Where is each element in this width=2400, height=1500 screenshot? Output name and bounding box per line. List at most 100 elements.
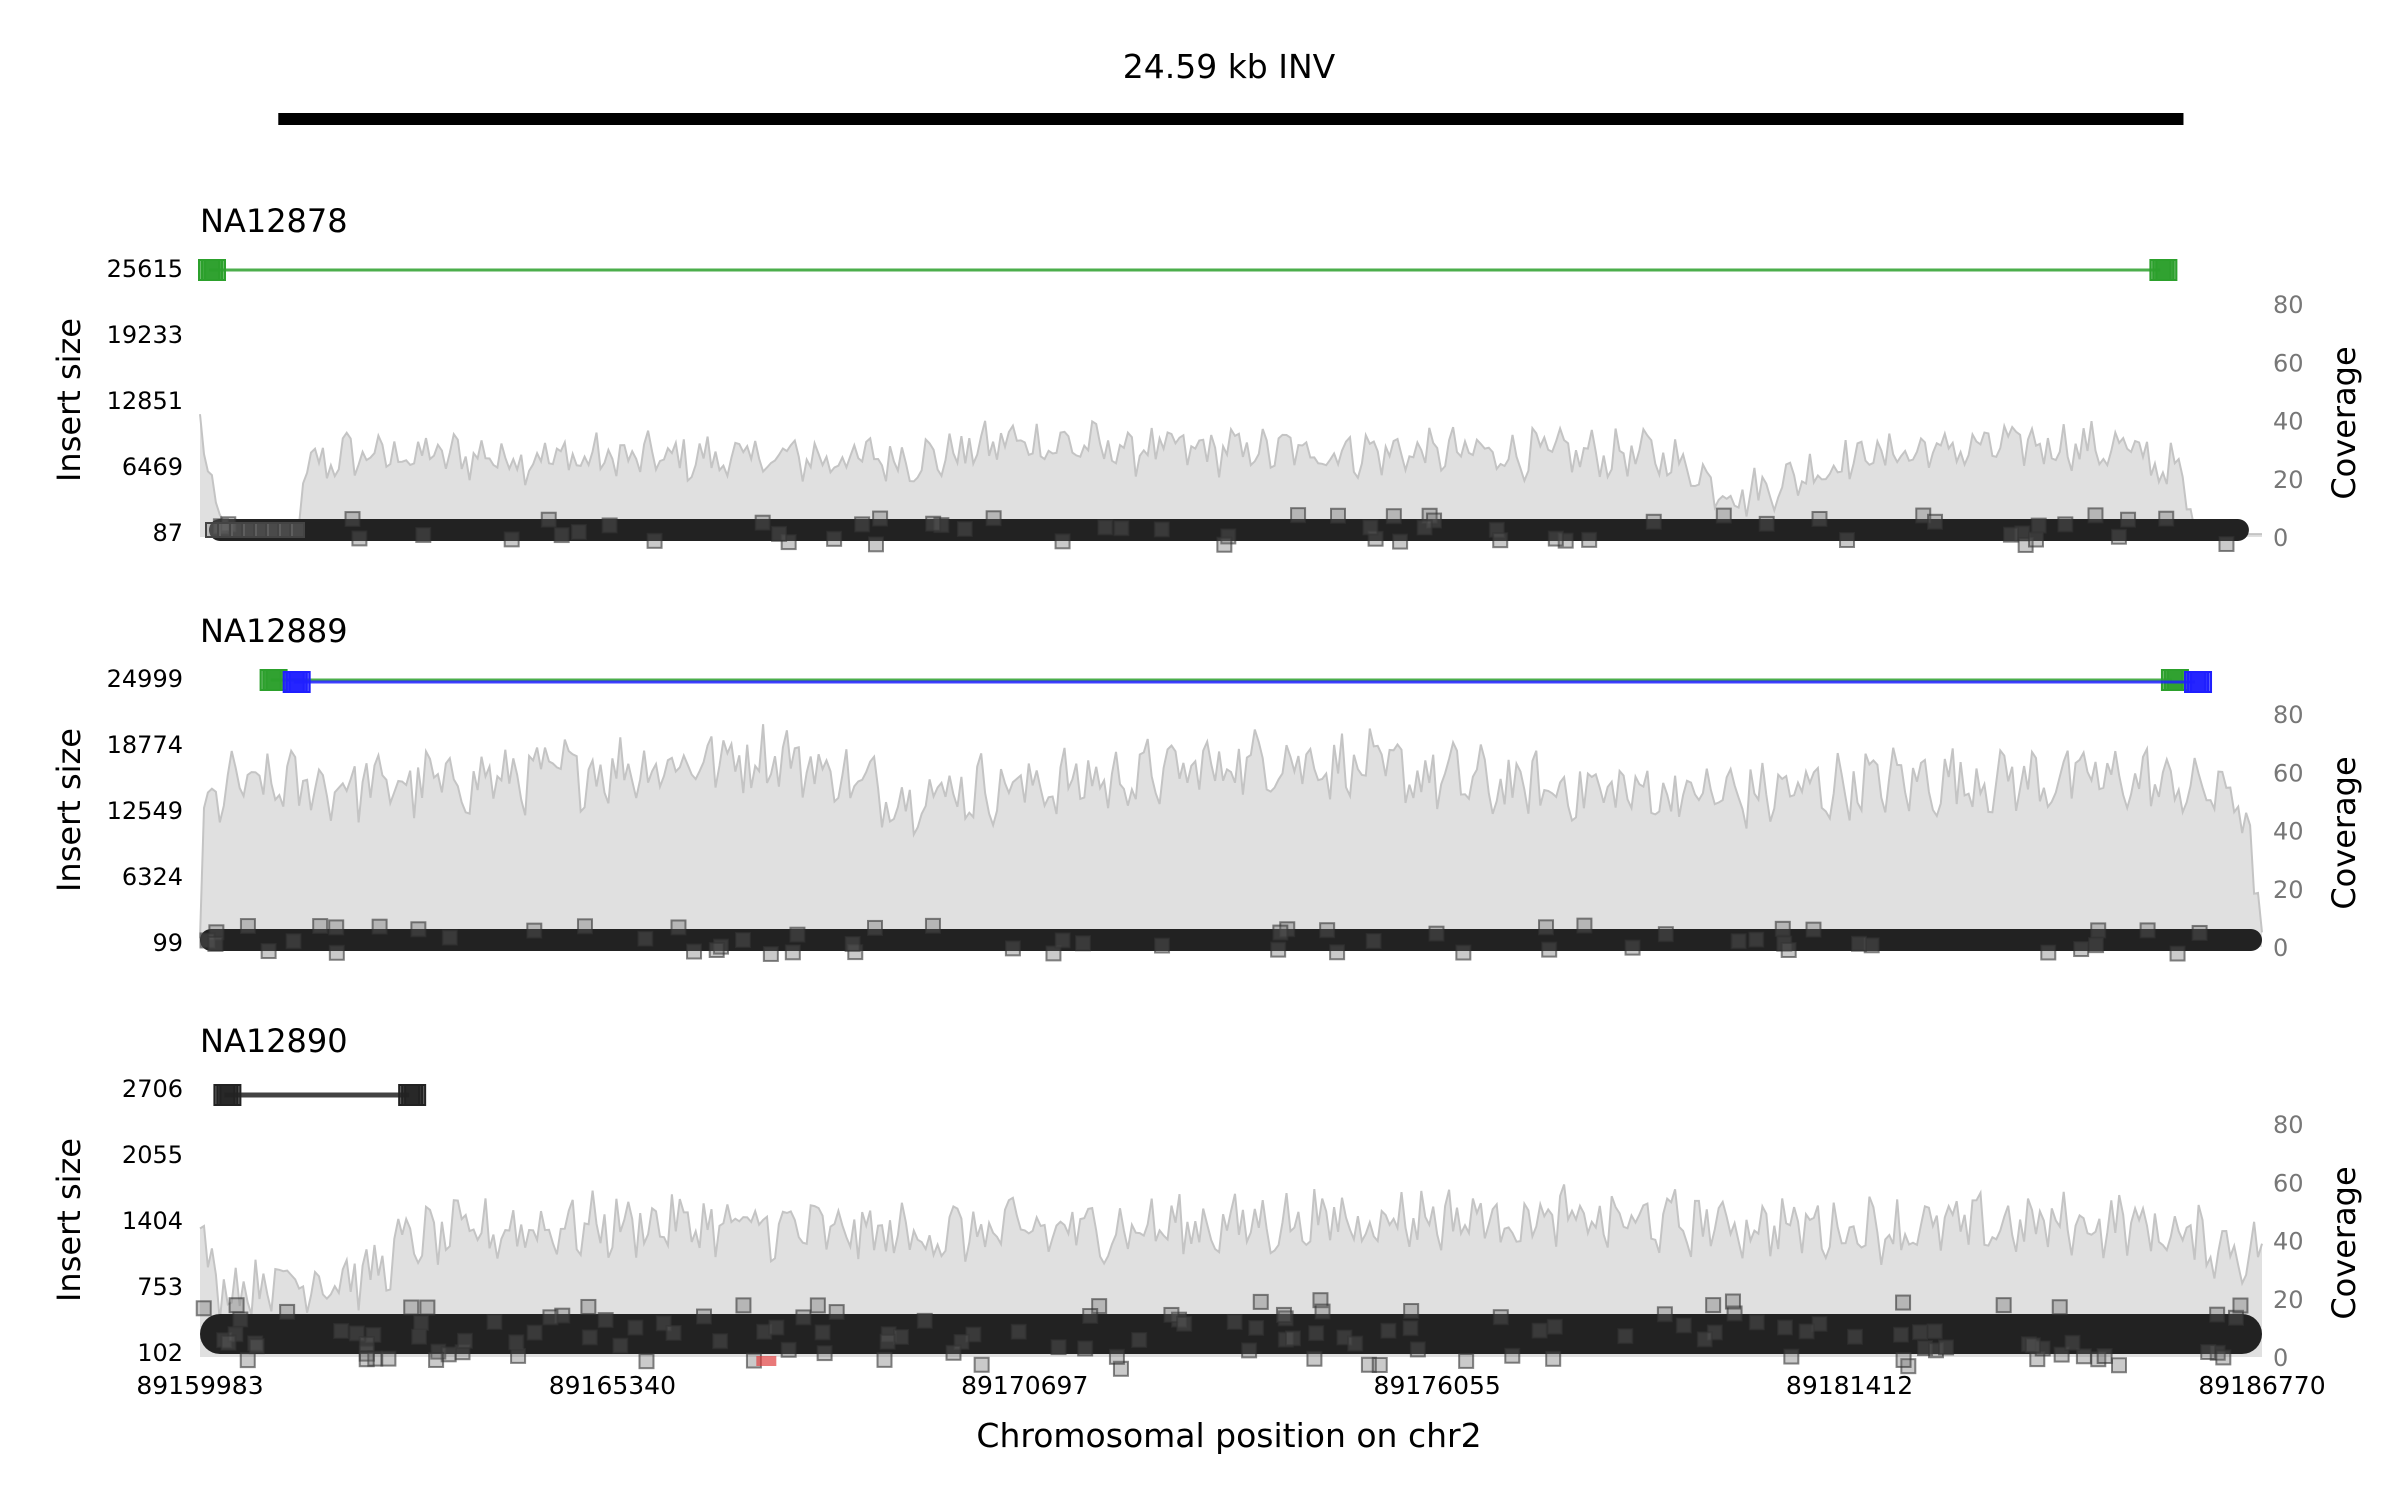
- read-pair-marker: [1154, 937, 1171, 954]
- read-pair-marker: [415, 526, 432, 543]
- read-pair-marker: [410, 921, 427, 938]
- y-tick-label: 102: [137, 1339, 183, 1367]
- read-pair-marker: [351, 530, 368, 547]
- read-pair-marker: [265, 522, 281, 538]
- read-pair-marker: [734, 931, 751, 948]
- sample-name: NA12890: [200, 1022, 348, 1060]
- read-pair-marker: [1458, 1352, 1475, 1369]
- read-pair-marker: [2027, 531, 2044, 548]
- read-pair-marker: [1455, 944, 1472, 961]
- read-pair-marker: [1380, 1322, 1397, 1339]
- read-pair-marker: [1319, 922, 1336, 939]
- read-pair-marker: [239, 1352, 256, 1369]
- read-pair-marker: [554, 1307, 571, 1324]
- read-pair-marker: [2209, 1306, 2226, 1323]
- read-pair-marker: [1492, 1309, 1509, 1326]
- read-pair-marker: [1054, 533, 1071, 550]
- sample-name: NA12878: [200, 202, 348, 240]
- read-pair-marker: [1097, 519, 1114, 536]
- read-pair-marker: [1272, 924, 1289, 941]
- coverage-area: [200, 414, 2262, 537]
- read-pair-marker: [1938, 1339, 1955, 1356]
- y-axis-label: Insert size: [50, 1138, 88, 1302]
- read-pair-marker: [1113, 520, 1130, 537]
- read-pair-marker: [670, 919, 687, 936]
- read-pair-marker: [876, 1351, 893, 1368]
- x-tick-label: 89186770: [2198, 1371, 2325, 1400]
- y2-tick-label: 0: [2273, 1344, 2288, 1372]
- read-pair-marker: [1531, 1322, 1548, 1339]
- read-pair-marker: [1241, 1342, 1258, 1359]
- read-pair-marker: [1306, 1350, 1323, 1367]
- read-pair-marker: [854, 516, 871, 533]
- read-pair-marker: [780, 1341, 797, 1358]
- read-pair-marker: [1705, 1297, 1722, 1314]
- read-pair-marker: [1730, 933, 1747, 950]
- read-pair-marker: [526, 1324, 543, 1341]
- read-pair-marker: [419, 1299, 436, 1316]
- y2-tick-label: 60: [2273, 349, 2304, 377]
- coverage-line: [199, 414, 2262, 536]
- pair-end-marker: [404, 1084, 427, 1106]
- read-pair-marker: [844, 935, 861, 952]
- read-pair-marker: [2191, 924, 2208, 941]
- y2-axis-label: Coverage: [2325, 1166, 2363, 1319]
- read-pair-marker: [510, 1347, 527, 1364]
- read-pair-marker: [2030, 517, 2047, 534]
- read-pair-marker: [328, 944, 345, 961]
- read-pair-marker: [708, 941, 725, 958]
- read-pair-marker: [486, 1313, 503, 1330]
- read-pair-marker: [1798, 1323, 1815, 1340]
- read-pair-marker: [526, 922, 543, 939]
- read-pair-marker: [1270, 941, 1287, 958]
- read-pair-marker: [924, 917, 941, 934]
- read-pair-marker: [581, 1329, 598, 1346]
- read-pair-marker: [1783, 1348, 1800, 1365]
- read-pair-marker: [428, 1351, 445, 1368]
- read-pair-marker: [768, 1319, 785, 1336]
- read-pair-marker: [253, 522, 269, 538]
- read-pair-marker: [1675, 1317, 1692, 1334]
- read-pair-marker: [638, 1353, 655, 1370]
- read-pair-marker: [1863, 937, 1880, 954]
- read-pair-marker: [771, 525, 788, 542]
- read-pair-marker: [413, 1314, 430, 1331]
- read-pair-marker: [508, 1334, 525, 1351]
- read-pair-marker: [1409, 1341, 1426, 1358]
- coverage-line: [199, 724, 2263, 939]
- read-pair-marker: [754, 514, 771, 531]
- read-pair-marker: [1112, 1360, 1129, 1377]
- y2-tick-label: 80: [2273, 1111, 2304, 1139]
- read-pair-marker: [637, 930, 654, 947]
- read-pair-marker: [2024, 1337, 2041, 1354]
- read-pair-marker: [1748, 931, 1765, 948]
- read-pair-marker: [985, 510, 1002, 527]
- read-pair-marker: [441, 929, 458, 946]
- read-pair-marker: [358, 1336, 375, 1353]
- read-pair-marker: [756, 1323, 773, 1340]
- y-axis-label: Insert size: [50, 318, 88, 482]
- read-pair-marker: [1912, 1324, 1929, 1341]
- y-tick-label: 19233: [107, 321, 183, 349]
- read-pair-marker: [735, 1297, 752, 1314]
- read-pair-marker: [312, 918, 329, 935]
- read-pair-marker: [1851, 935, 1868, 952]
- y2-tick-label: 40: [2273, 408, 2304, 436]
- read-pair-marker: [2139, 922, 2156, 939]
- normal-pair-band: [200, 1314, 2262, 1354]
- y2-tick-label: 0: [2273, 934, 2288, 962]
- read-pair-marker: [371, 918, 388, 935]
- read-pair-marker: [2090, 922, 2107, 939]
- read-pair-marker: [1724, 1293, 1741, 1310]
- pair-end-marker: [2190, 671, 2213, 693]
- read-pair-marker: [1402, 1320, 1419, 1337]
- read-pair-marker: [826, 530, 843, 547]
- read-pair-marker: [456, 1332, 473, 1349]
- read-pair-marker: [2110, 528, 2127, 545]
- coverage-area: [200, 724, 2262, 947]
- read-pair-marker: [784, 944, 801, 961]
- y2-tick-label: 20: [2273, 466, 2304, 494]
- read-pair-marker: [580, 1298, 597, 1315]
- read-pair-marker: [601, 517, 618, 534]
